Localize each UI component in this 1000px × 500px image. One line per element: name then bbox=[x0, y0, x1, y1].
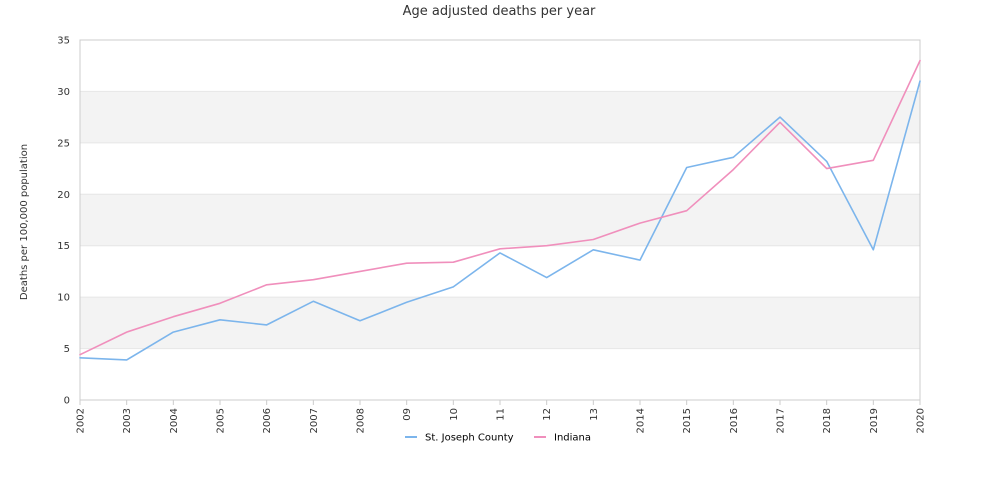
y-tick-label: 35 bbox=[57, 36, 70, 47]
x-tick-label: 2017 bbox=[776, 408, 787, 433]
x-tick-label: 2002 bbox=[76, 408, 87, 433]
x-tick-label: 2015 bbox=[682, 408, 693, 433]
series-line-st-joseph-county[interactable] bbox=[79, 80, 921, 361]
x-tick-label: 11 bbox=[496, 408, 507, 421]
x-tick-label: 2018 bbox=[822, 408, 833, 433]
x-tick-label: 2007 bbox=[309, 408, 320, 433]
y-tick-label: 0 bbox=[64, 396, 70, 407]
y-tick-label: 15 bbox=[57, 241, 70, 252]
y-tick-label: 20 bbox=[57, 190, 70, 201]
x-tick-label: 2004 bbox=[169, 408, 180, 433]
legend-item[interactable]: St. Joseph County bbox=[405, 433, 514, 444]
legend-label: St. Joseph County bbox=[425, 433, 514, 444]
x-tick-label: 13 bbox=[589, 408, 600, 421]
y-axis-label: Deaths per 100,000 population bbox=[19, 144, 30, 300]
x-tick-label: 2003 bbox=[122, 408, 133, 433]
x-tick-label: 2016 bbox=[729, 408, 740, 433]
x-tick-label: 2019 bbox=[869, 408, 880, 433]
x-tick-label: 09 bbox=[402, 408, 413, 421]
x-axis: 2002 2003 2004 2005 2006 2007 2008 09 10 11 12 13 20… bbox=[76, 400, 927, 433]
x-tick-label: 2014 bbox=[636, 408, 647, 433]
x-tick-label: 2008 bbox=[356, 408, 367, 433]
grid-band bbox=[80, 194, 920, 246]
y-tick-label: 30 bbox=[57, 87, 70, 98]
grid-band bbox=[80, 297, 920, 349]
y-tick-label: 10 bbox=[57, 293, 70, 304]
legend-label: Indiana bbox=[554, 433, 591, 444]
x-tick-label: 2006 bbox=[262, 408, 273, 433]
legend-item[interactable]: Indiana bbox=[534, 433, 591, 444]
series-lines bbox=[79, 59, 921, 361]
legend[interactable]: St. Joseph County Indiana bbox=[405, 433, 591, 444]
series-line-indiana[interactable] bbox=[79, 59, 921, 356]
x-tick-label: 2020 bbox=[916, 408, 927, 433]
y-tick-label: 5 bbox=[64, 344, 70, 355]
y-axis: 0 5 10 15 20 25 30 35 bbox=[57, 36, 70, 407]
x-tick-label: 2005 bbox=[216, 408, 227, 433]
x-tick-label: 12 bbox=[542, 408, 553, 421]
chart-title: Age adjusted deaths per year bbox=[403, 4, 596, 19]
y-tick-label: 25 bbox=[57, 138, 70, 149]
x-tick-label: 10 bbox=[449, 408, 460, 421]
